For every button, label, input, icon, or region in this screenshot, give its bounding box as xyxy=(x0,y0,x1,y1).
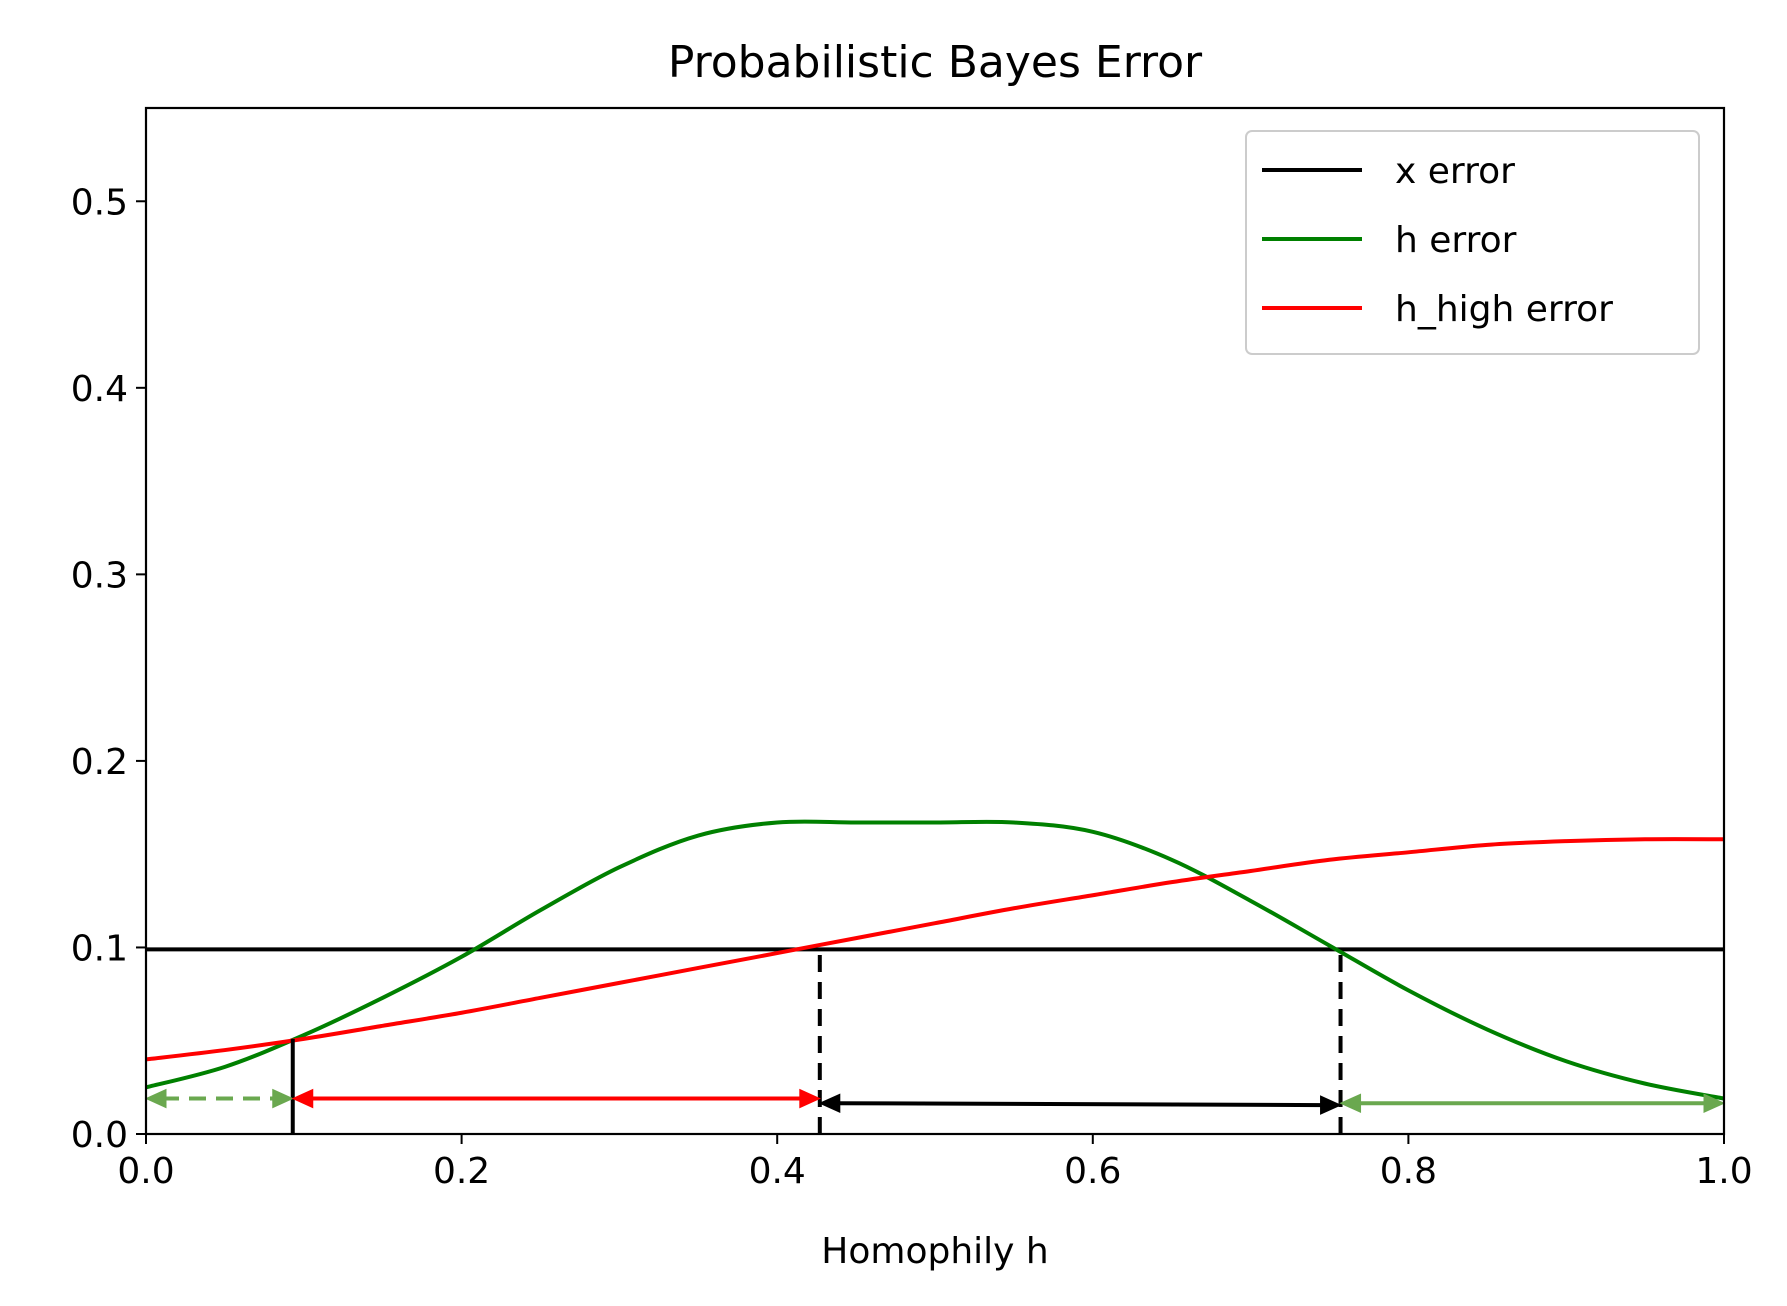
range-arrow-2-head-right xyxy=(799,1088,822,1109)
x-axis-label: Homophily h xyxy=(821,1231,1048,1272)
x-tick-label: 1.0 xyxy=(1695,1151,1752,1192)
y-axis-ticks: 0.0 0.1 0.2 0.3 0.4 0.5 xyxy=(71,182,146,1156)
x-tick-label: 0.8 xyxy=(1380,1151,1437,1192)
legend-label-h-high-error: h_high error xyxy=(1395,289,1613,330)
range-arrow-1-head-left xyxy=(144,1088,167,1109)
range-arrow-4-head-left xyxy=(1339,1093,1362,1113)
series-layer xyxy=(146,819,1724,1101)
range-arrow-3-head-right xyxy=(1320,1095,1342,1115)
legend-label-x-error: x error xyxy=(1395,151,1515,192)
range-arrow-4-head-right xyxy=(1703,1093,1726,1113)
y-tick-label: 0.3 xyxy=(71,555,128,596)
plot-frame xyxy=(144,106,1726,1136)
y-tick-label: 0.1 xyxy=(71,928,128,969)
series-line-h-high-error xyxy=(146,837,1724,1062)
range-arrow-2-head-left xyxy=(291,1088,314,1109)
x-axis-ticks: 0.0 0.2 0.4 0.6 0.8 1.0 xyxy=(117,1134,1753,1192)
annotation-layer xyxy=(144,949,1726,1134)
legend-box xyxy=(1245,130,1700,355)
x-tick-label: 0.2 xyxy=(433,1151,490,1192)
y-tick-label: 0.5 xyxy=(71,182,128,223)
range-arrow-3 xyxy=(835,1101,1325,1108)
chart-title: Probabilistic Bayes Error xyxy=(668,37,1203,88)
range-arrow-1-head-right xyxy=(272,1088,294,1109)
y-tick-label: 0.2 xyxy=(71,742,128,783)
series-line-h-error xyxy=(146,819,1724,1101)
range-arrow-3-head-left xyxy=(818,1093,841,1113)
legend-label-h-error: h error xyxy=(1395,220,1517,261)
x-tick-label: 0.0 xyxy=(117,1151,174,1192)
y-tick-label: 0.4 xyxy=(71,369,128,410)
y-tick-label: 0.0 xyxy=(71,1115,128,1156)
legend: x error h error h_high error xyxy=(1245,130,1700,355)
x-tick-label: 0.4 xyxy=(749,1151,806,1192)
x-tick-label: 0.6 xyxy=(1064,1151,1121,1192)
